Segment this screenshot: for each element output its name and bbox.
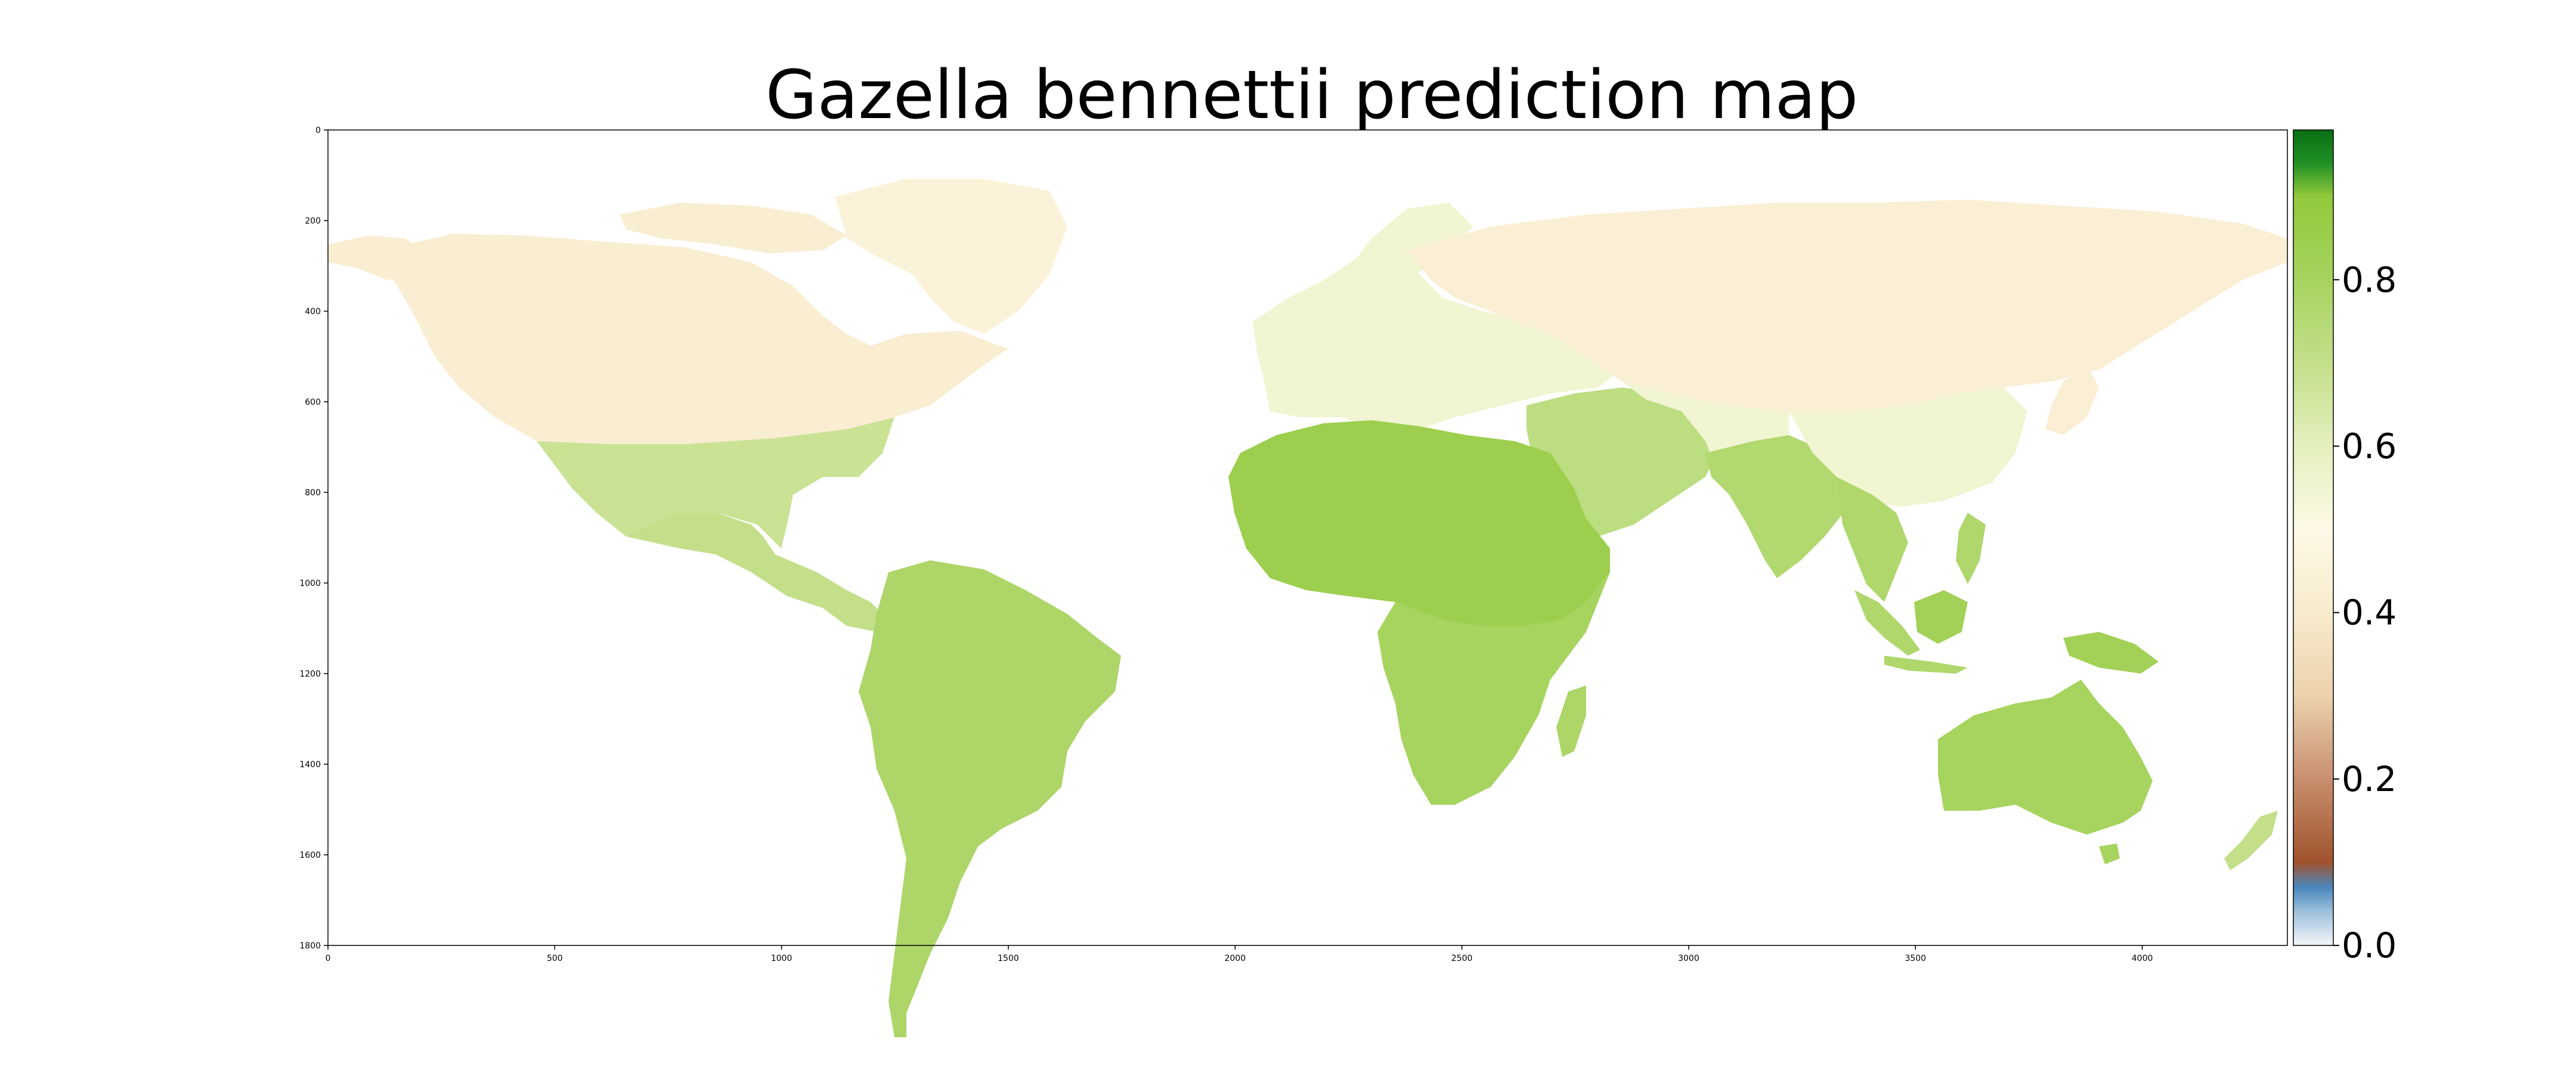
colorbar-tick-label: 0.2 [2342,759,2397,799]
landmass-uk [1264,310,1300,364]
x-tick-label: 0 [326,954,331,963]
landmass-scandinavia [1336,203,1473,316]
x-tick-label: 500 [547,954,563,963]
x-tick-label: 3500 [1905,954,1926,963]
landmass-java [1884,656,1968,674]
y-tick-label: 600 [305,398,321,407]
x-tick-label: 1500 [998,954,1019,963]
landmass-tasmania [2099,843,2120,864]
colorbar-tick-label: 0.0 [2342,925,2397,966]
colorbar-ticks: 0.0 0.2 0.4 0.6 0.8 [2333,259,2397,966]
landmass-philippines [1956,513,1986,584]
landmass-south-asia [1705,435,1860,578]
colorbar-tick-label: 0.8 [2342,259,2397,300]
colorbar-tick-label: 0.4 [2342,593,2397,633]
landmass-canadian-arctic [620,203,847,253]
x-tick-label: 4000 [2132,954,2153,963]
x-tick-label: 3000 [1678,954,1699,963]
y-tick-label: 400 [305,307,321,317]
colorbar: 0.0 0.2 0.4 0.6 0.8 [2293,129,2397,966]
map-frame [327,129,2288,946]
colorbar-fill [2293,129,2334,946]
landmass-northern-asia [1407,200,2287,411]
landmass-north-america-north [382,234,1008,444]
landmass-africa-north [1228,420,1610,626]
landmass-central-america [626,513,888,632]
map-landmasses [328,179,2287,1037]
landmass-africa-south [1377,572,1610,805]
y-tick-label: 1400 [299,760,321,770]
landmass-sumatra [1854,590,1920,656]
colorbar-tick-label: 0.6 [2342,426,2397,466]
landmass-madagascar [1556,686,1586,757]
y-tick-label: 0 [315,126,321,135]
landmass-new-guinea [2063,632,2159,674]
x-axis: 0 500 1000 1500 2000 2500 3000 3500 4000 [326,945,2153,963]
landmass-china [1789,387,2027,507]
y-tick-label: 1000 [299,579,321,588]
x-tick-label: 2000 [1224,954,1246,963]
landmass-greenland [835,179,1067,334]
landmass-alaska [328,235,429,280]
landmass-japan [2045,364,2099,435]
y-tick-label: 1600 [299,851,321,860]
y-tick-label: 800 [305,488,321,498]
landmass-new-zealand [2224,811,2278,870]
y-tick-label: 200 [305,216,321,226]
map-axes: 0 500 1000 1500 2000 2500 3000 3500 4000 0 200 400… [299,126,2288,1037]
map-title: Gazella bennettii prediction map [766,57,1858,134]
y-tick-label: 1800 [299,941,321,951]
y-tick-label: 1200 [299,669,321,679]
landmass-australia [1938,680,2153,835]
x-tick-label: 1000 [771,954,792,963]
landmass-southeast-asia [1837,477,1908,602]
landmass-south-america [859,560,1121,1037]
landmass-borneo [1914,590,1968,644]
x-tick-label: 2500 [1451,954,1473,963]
landmass-north-america-south [537,417,894,548]
y-axis: 0 200 400 600 800 1000 1200 1400 1600 1800 [299,126,328,951]
